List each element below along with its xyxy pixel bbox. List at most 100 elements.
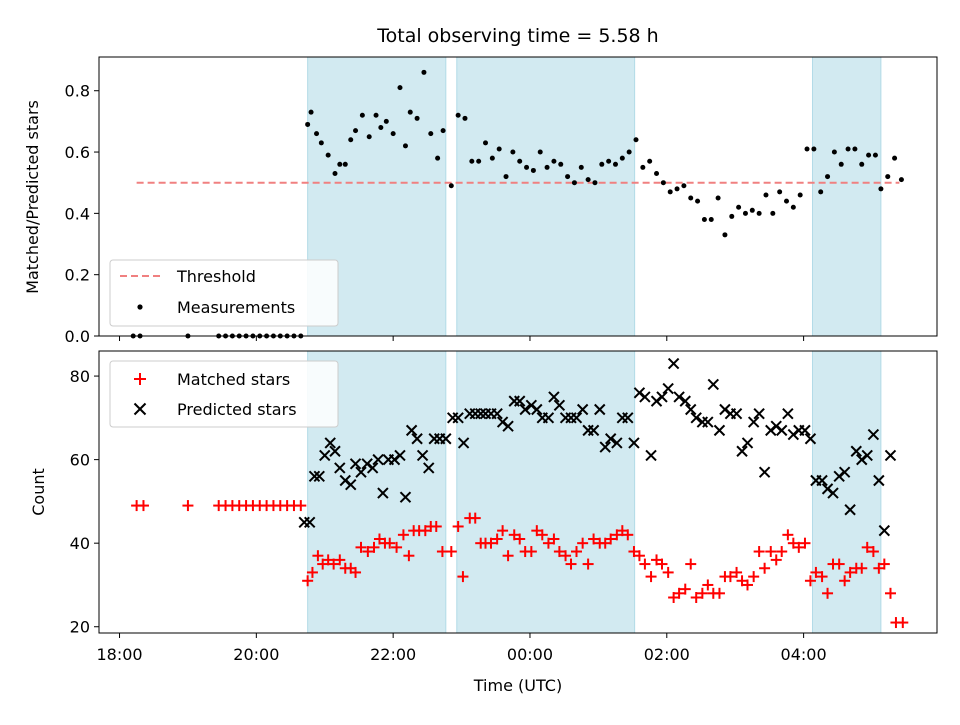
measurement-point [428, 131, 434, 137]
measurement-point [407, 109, 413, 115]
measurement-point [660, 180, 666, 186]
predicted-star-point [690, 412, 702, 424]
measurement-point [325, 152, 331, 158]
predicted-star-point [816, 474, 828, 487]
measurement-point [695, 198, 701, 204]
measurement-point [524, 164, 530, 170]
predicted-star-point [804, 433, 817, 445]
measurement-point [606, 158, 612, 164]
measurement-point [476, 158, 482, 164]
predicted-star-point [645, 449, 657, 462]
legend-matched-label: Matched stars [177, 370, 290, 389]
measurement-point [414, 115, 420, 121]
measurement-point [348, 137, 354, 143]
measurement-point [544, 164, 550, 170]
x-tick-label: 04:00 [781, 645, 827, 664]
predicted-star-point [416, 449, 429, 462]
predicted-star-point [514, 395, 526, 407]
matched-star-point [759, 562, 771, 574]
bottom-panel: 18:00 20:00 22:00 00:00 02:00 04:00 20406080 … [29, 350, 938, 695]
y-tick-label: 0.6 [65, 143, 90, 162]
predicted-star-point [377, 487, 389, 499]
measurement-point [811, 146, 817, 152]
measurement-point [455, 112, 461, 118]
predicted-star-point [440, 433, 452, 445]
measurement-point [337, 161, 343, 167]
shaded-interval-2 [456, 350, 636, 634]
predicted-star-point [394, 449, 406, 462]
predicted-star-point [372, 453, 384, 466]
predicted-star-point [349, 458, 362, 470]
matched-star-point [685, 558, 697, 570]
matched-star-point [502, 550, 514, 562]
measurement-point [777, 189, 783, 195]
predicted-star-point [576, 403, 589, 416]
matched-star-point [776, 546, 788, 558]
measurement-point [585, 177, 591, 183]
y-tick-label: 0.4 [65, 204, 90, 223]
bottom-legend: Matched stars Predicted stars [109, 360, 339, 428]
measurement-point [318, 140, 324, 146]
predicted-star-point [741, 437, 754, 449]
measurement-point [898, 177, 904, 183]
top-axes-frame [98, 56, 938, 337]
matched-star-point [770, 554, 782, 566]
predicted-star-point [736, 445, 748, 457]
matched-star-point [690, 591, 702, 603]
bottom-y-ticks: 20 40 60 80 [70, 367, 99, 637]
predicted-star-point [730, 407, 743, 420]
bottom-legend-box [109, 360, 339, 428]
measurement-point [784, 198, 790, 204]
measurement-point [701, 216, 707, 222]
matched-star-point [588, 533, 600, 545]
measurement-point [878, 186, 884, 192]
predicted-star-point [570, 412, 583, 424]
matched-star-point [355, 541, 367, 553]
predicted-star-point [303, 516, 316, 528]
measurement-point [440, 128, 446, 134]
matched-star-point [452, 520, 464, 532]
measurement-point [503, 174, 509, 180]
predicted-star-point [702, 416, 714, 428]
matched-star-point [702, 579, 714, 591]
matched-star-point [525, 546, 537, 558]
measurement-point [462, 115, 468, 121]
measurement-point [892, 155, 898, 161]
shaded-interval-2 [456, 56, 636, 337]
measurement-point [373, 112, 379, 118]
predicted-star-point [308, 470, 321, 483]
predicted-star-point [599, 441, 611, 453]
matched-star-point [334, 554, 346, 566]
matched-star-point [748, 571, 760, 583]
matched-star-point [679, 583, 691, 595]
matched-star-point [884, 587, 896, 599]
top-shaded-intervals [307, 56, 882, 337]
predicted-star-point [604, 433, 617, 445]
top-legend: Threshold Measurements [109, 259, 339, 327]
matched-star-point [731, 566, 743, 578]
predicted-star-point [423, 462, 435, 474]
matched-star-point [430, 520, 442, 532]
predicted-star-point [758, 466, 771, 478]
predicted-star-point [542, 412, 555, 424]
y-tick-label: 40 [70, 534, 90, 553]
measurement-point [496, 146, 502, 152]
y-tick-label: 0.8 [65, 82, 90, 101]
predicted-star-point [611, 437, 623, 449]
matched-star-point [368, 541, 380, 553]
matched-star-point [810, 566, 822, 578]
predicted-star-point [452, 412, 464, 424]
matched-star-point [497, 525, 509, 537]
measurement-point [305, 121, 311, 127]
predicted-star-point [399, 491, 412, 503]
predicted-star-point [411, 433, 423, 445]
predicted-star-point [475, 407, 487, 420]
predicted-star-point [713, 424, 726, 437]
predicted-star-point [519, 403, 531, 416]
predicted-star-point [457, 437, 470, 449]
measurement-point [866, 152, 872, 158]
predicted-star-point [747, 416, 760, 428]
matched-star-point [804, 575, 816, 587]
matched-star-point [491, 533, 503, 545]
measurement-point [742, 210, 748, 216]
